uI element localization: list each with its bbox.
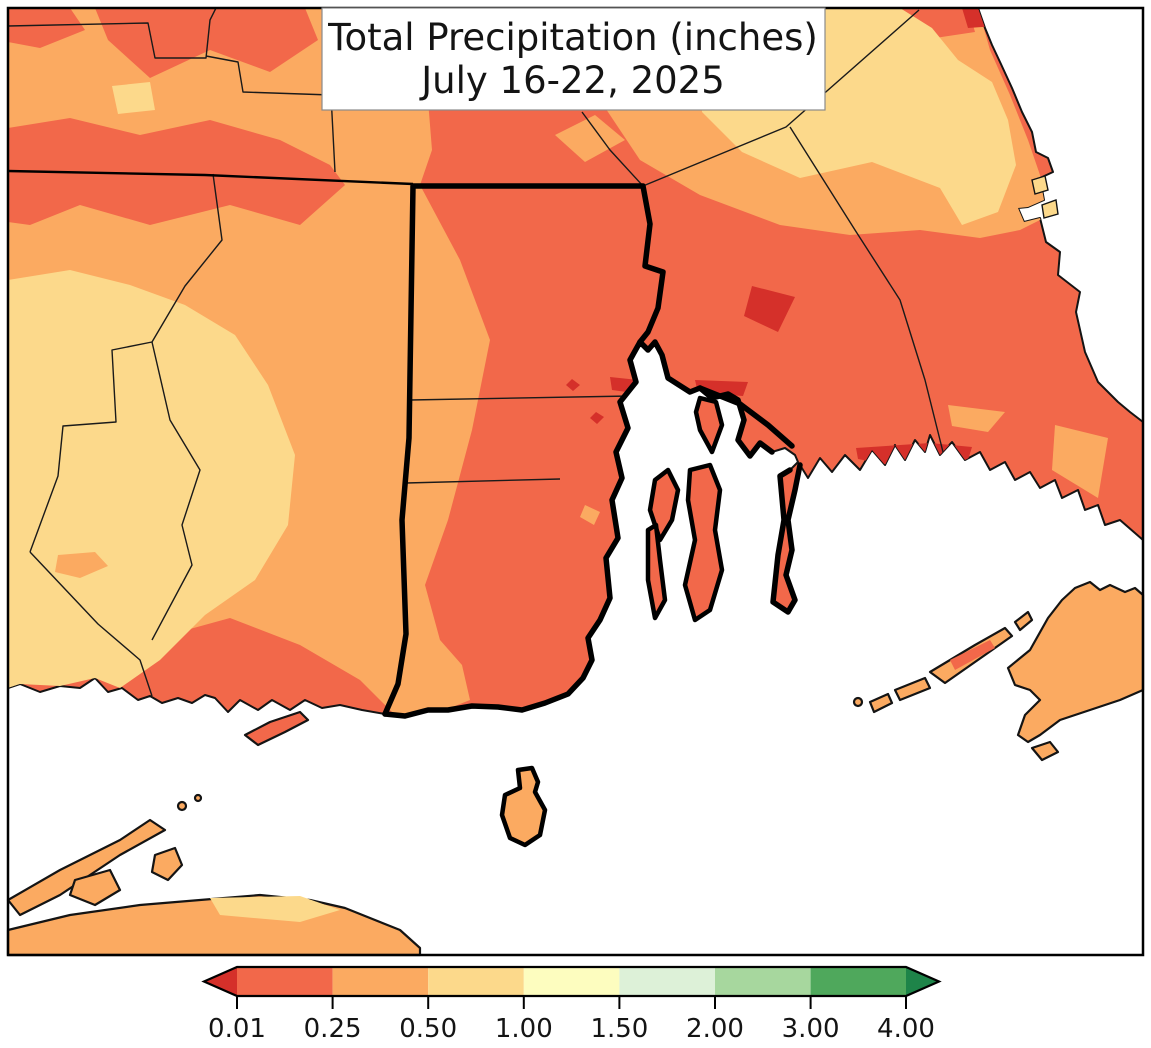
tick-label-100: 1.00 [495,1014,553,1044]
colorbar-segment-5 [619,967,715,996]
block-island [499,765,548,848]
colorbar-over-arrow [906,967,939,996]
bristol-peninsula [693,395,725,455]
colorbar-segment-6 [715,967,811,996]
aquidneck-island [682,462,725,623]
tick-label-025: 0.25 [304,1014,362,1044]
shelter-island [68,868,122,907]
narragansett-bay-islands [645,395,725,623]
tick-label-150: 1.50 [590,1014,648,1044]
colorbar-segment-3 [428,967,524,996]
colorbar-segment-4 [523,967,620,996]
title-line2: July 16-22, 2025 [419,59,725,102]
colorbar-segment-2 [332,967,429,996]
tick-label-200: 2.00 [686,1014,744,1044]
title-box [321,7,826,111]
colorbar-segment-7 [810,967,906,996]
map-title: Total Precipitation (inches) July 16-22,… [321,7,826,111]
conanicut-island [645,522,668,621]
rhode-island-border [382,183,803,719]
precip-shading-overlays [8,8,1108,715]
tick-label-400: 4.00 [877,1014,935,1044]
title-line1: Total Precipitation (inches) [327,16,818,59]
fishers-island [243,710,310,747]
nomans-land-island [1030,740,1060,762]
tick-label-001: 0.01 [208,1014,266,1044]
tick-label-300: 3.00 [782,1014,840,1044]
colorbar-under-arrow [204,967,237,996]
elizabeth-islands [852,610,1034,714]
colorbar: 0.01 0.25 0.50 1.00 1.50 2.00 3.00 4.00 [201,965,942,1044]
colorbar-segment-1 [237,967,333,996]
contour-050-100-connecticut [8,270,295,688]
tick-label-050: 0.50 [399,1014,457,1044]
ct-ma-state-border [8,169,414,186]
gardiners-island [150,846,184,882]
prudence-island [647,467,681,543]
duxbury-islets [1031,175,1059,219]
colorbar-tick-labels: 0.01 0.25 0.50 1.00 1.50 2.00 3.00 4.00 [208,1014,935,1044]
colorbar-ticks [236,996,907,1009]
